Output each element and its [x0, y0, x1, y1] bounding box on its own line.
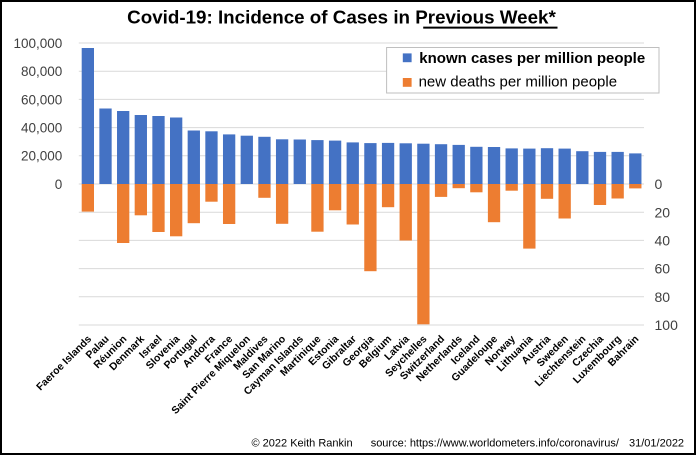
svg-text:Covid-19: Incidence of Cases i: Covid-19: Incidence of Cases in Previous… [127, 7, 556, 28]
svg-text:100,000: 100,000 [13, 36, 62, 51]
svg-text:40,000: 40,000 [21, 121, 62, 136]
svg-text:40: 40 [655, 233, 671, 249]
svg-text:31/01/2022: 31/01/2022 [629, 437, 684, 449]
svg-text:known cases per million people: known cases per million people [419, 50, 645, 67]
svg-text:100: 100 [655, 317, 679, 333]
svg-text:80,000: 80,000 [21, 64, 62, 79]
svg-text:source: https://www.worldomete: source: https://www.worldometers.info/co… [371, 437, 620, 449]
svg-text:new deaths per million people: new deaths per million people [419, 74, 617, 91]
svg-text:80: 80 [655, 289, 671, 305]
svg-text:60,000: 60,000 [21, 92, 62, 107]
svg-text:20,000: 20,000 [21, 149, 62, 164]
svg-text:0: 0 [655, 176, 663, 192]
svg-text:20: 20 [655, 204, 671, 220]
svg-text:0: 0 [55, 177, 63, 192]
svg-text:60: 60 [655, 261, 671, 277]
svg-text:© 2022 Keith Rankin: © 2022 Keith Rankin [252, 437, 353, 449]
